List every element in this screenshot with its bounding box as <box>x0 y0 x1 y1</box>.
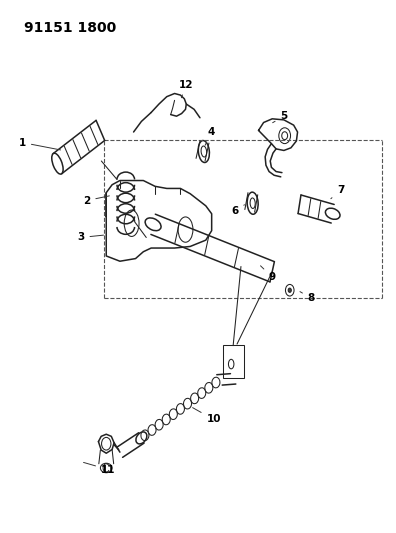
Text: 4: 4 <box>205 127 215 146</box>
Text: 5: 5 <box>272 111 287 123</box>
Ellipse shape <box>288 288 291 292</box>
FancyBboxPatch shape <box>223 344 244 378</box>
Text: 11: 11 <box>84 463 116 474</box>
Text: 7: 7 <box>331 185 344 199</box>
Text: 1: 1 <box>19 138 61 150</box>
Text: 9: 9 <box>261 266 276 282</box>
Text: 91151 1800: 91151 1800 <box>24 21 116 35</box>
Text: 8: 8 <box>300 292 315 303</box>
Text: 6: 6 <box>232 205 244 216</box>
Text: 2: 2 <box>83 196 109 206</box>
Text: 3: 3 <box>77 232 103 243</box>
Text: 10: 10 <box>192 408 221 424</box>
Text: 12: 12 <box>179 79 194 98</box>
